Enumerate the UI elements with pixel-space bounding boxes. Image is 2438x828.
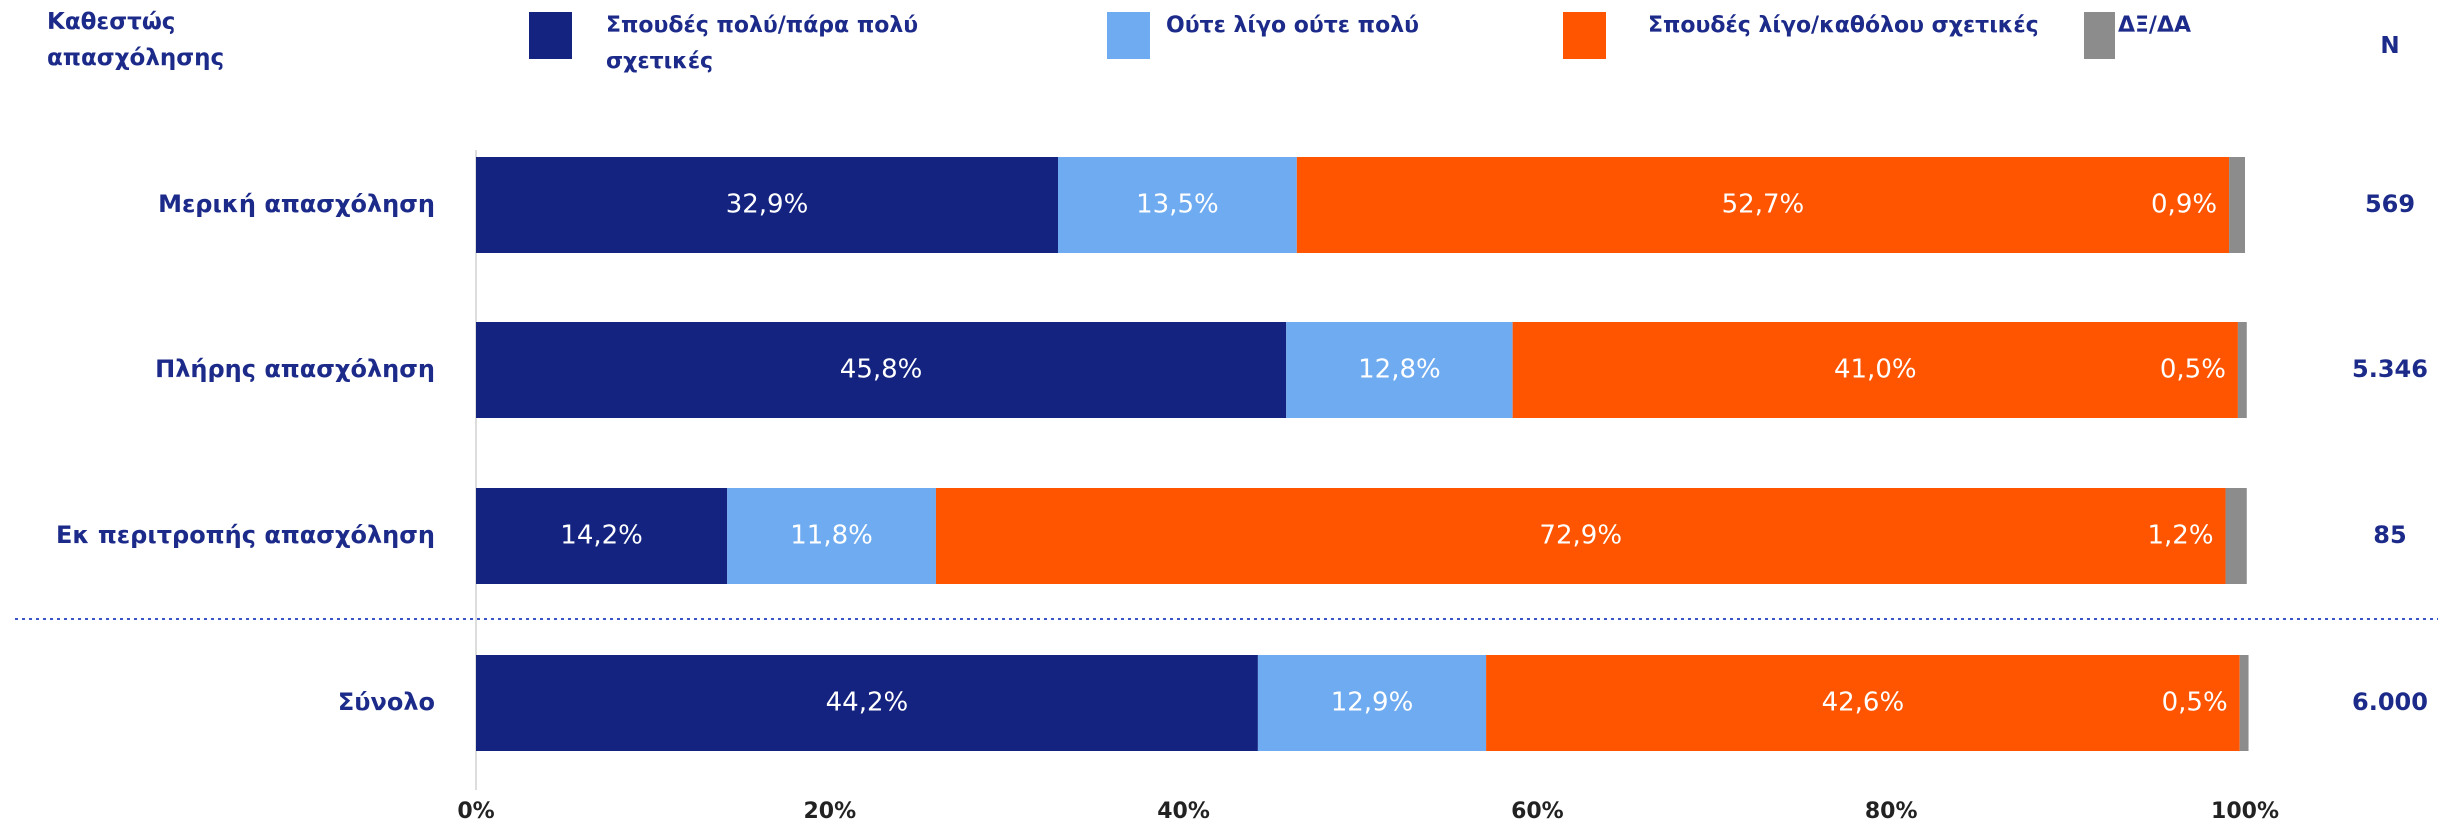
x-tick-label: 20%: [803, 799, 856, 824]
legend-label: Ούτε λίγο ούτε πολύ: [1166, 13, 1419, 38]
value-label: 45,8%: [840, 355, 923, 385]
value-label: 0,5%: [2160, 355, 2226, 385]
bar-segment: [2229, 157, 2245, 253]
bar-segment: [2225, 488, 2247, 584]
x-tick-label: 80%: [1865, 799, 1918, 824]
value-label: 41,0%: [1834, 355, 1917, 385]
category-label: Εκ περιτροπής απασχόληση: [56, 521, 435, 549]
category-label: Σύνολο: [338, 688, 435, 716]
value-label: 11,8%: [790, 521, 873, 551]
n-value: 6.000: [2352, 688, 2428, 716]
bar-segment: [935, 488, 2226, 584]
bar-segment: [1286, 322, 1513, 418]
bar-segment: [476, 655, 1258, 751]
bar-segment: [2239, 655, 2249, 751]
bar-segment: [476, 322, 1287, 418]
value-label: 0,9%: [2151, 190, 2217, 220]
bar-segment: [476, 157, 1059, 253]
bar-segment: [1486, 655, 2240, 751]
value-label: 72,9%: [1539, 521, 1622, 551]
legend-swatch: [1107, 12, 1150, 59]
value-label: 42,6%: [1822, 688, 1905, 718]
bar-segment: [1058, 157, 1297, 253]
value-label: 12,9%: [1331, 688, 1414, 718]
legend-label: Σπουδές λίγο/καθόλου σχετικές: [1648, 13, 2039, 38]
value-label: 44,2%: [826, 688, 909, 718]
x-tick-label: 60%: [1511, 799, 1564, 824]
value-label: 12,8%: [1358, 355, 1441, 385]
legend-swatch: [1563, 12, 1606, 59]
x-tick-label: 40%: [1157, 799, 1210, 824]
legend-label: Σπουδές πολύ/πάρα πολύ σχετικές: [606, 13, 919, 74]
value-label: 1,2%: [2147, 521, 2213, 551]
y-axis-title: Καθεστώς απασχόλησης: [47, 9, 225, 71]
bar-segment: [727, 488, 936, 584]
legend-label: ΔΞ/ΔΑ: [2118, 13, 2192, 38]
n-value: 5.346: [2352, 355, 2428, 383]
value-label: 13,5%: [1136, 190, 1219, 220]
value-label: 32,9%: [726, 190, 809, 220]
bar-segment: [1512, 322, 2238, 418]
bar-segment: [1296, 157, 2230, 253]
value-label: 52,7%: [1722, 190, 1805, 220]
bar-segment: [2237, 322, 2247, 418]
value-label: 0,5%: [2162, 688, 2228, 718]
legend-swatch: [529, 12, 572, 59]
x-tick-label: 0%: [457, 799, 494, 824]
n-value: 569: [2365, 190, 2415, 218]
n-header: N: [2380, 33, 2400, 59]
bar-segment: [476, 488, 728, 584]
category-label: Μερική απασχόληση: [158, 190, 435, 218]
category-label: Πλήρης απασχόληση: [155, 355, 435, 383]
bar-segment: [1257, 655, 1487, 751]
n-value: 85: [2373, 521, 2406, 549]
value-label: 14,2%: [560, 521, 643, 551]
x-tick-label: 100%: [2211, 799, 2279, 824]
legend-swatch: [2084, 12, 2115, 59]
